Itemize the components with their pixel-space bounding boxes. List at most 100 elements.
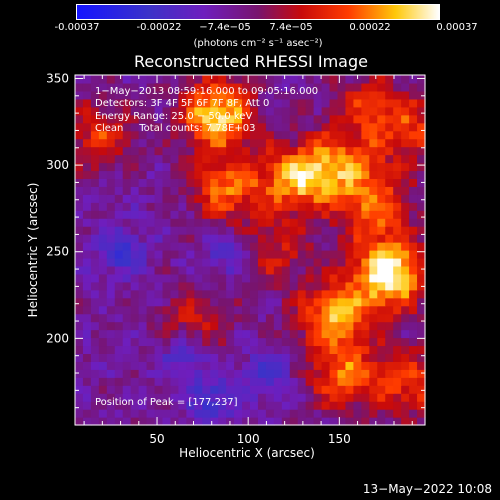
- heatmap-cell: [242, 130, 251, 140]
- heatmap-cell: [377, 417, 386, 426]
- heatmap-cell: [265, 265, 275, 275]
- heatmap-cell: [226, 313, 235, 323]
- heatmap-cell: [114, 210, 124, 219]
- heatmap-cell: [345, 90, 354, 100]
- heatmap-cell: [289, 265, 299, 275]
- heatmap-cell: [194, 98, 203, 108]
- heatmap-cell: [337, 82, 347, 92]
- heatmap-cell: [234, 106, 243, 116]
- heatmap-cell: [75, 265, 84, 275]
- heatmap-cell: [321, 417, 331, 426]
- heatmap-cell: [401, 226, 410, 235]
- heatmap-cell: [226, 289, 235, 299]
- heatmap-cell: [393, 234, 402, 243]
- colorbar-tick-label: -0.00022: [136, 22, 182, 33]
- heatmap-cell: [281, 138, 291, 148]
- heatmap-cell: [297, 297, 307, 307]
- heatmap-cell: [321, 114, 331, 124]
- heatmap-cell: [234, 82, 243, 92]
- heatmap-cell: [321, 154, 331, 164]
- heatmap-cell: [138, 401, 148, 410]
- heatmap-cell: [401, 106, 410, 116]
- heatmap-cell: [250, 130, 259, 140]
- heatmap-cell: [385, 82, 394, 92]
- heatmap-cell: [178, 329, 187, 339]
- heatmap-cell: [361, 377, 370, 386]
- heatmap-cell: [329, 162, 339, 172]
- heatmap-cell: [369, 122, 378, 132]
- heatmap-cell: [385, 329, 394, 339]
- heatmap-cell: [162, 273, 172, 283]
- heatmap-cell: [226, 242, 235, 251]
- heatmap-cell: [329, 257, 339, 267]
- heatmap-cell: [210, 273, 219, 283]
- heatmap-cell: [146, 162, 156, 172]
- heatmap-cell: [369, 289, 378, 299]
- heatmap-cell: [361, 289, 370, 299]
- heatmap-cell: [170, 417, 179, 426]
- heatmap-cell: [313, 75, 323, 84]
- heatmap-cell: [90, 186, 100, 195]
- heatmap-cell: [385, 345, 394, 354]
- heatmap-cell: [305, 146, 315, 156]
- heatmap-cell: [146, 98, 156, 108]
- heatmap-cell: [130, 154, 140, 164]
- heatmap-cell: [409, 114, 418, 124]
- heatmap-cell: [98, 186, 108, 195]
- heatmap-cell: [106, 329, 116, 339]
- heatmap-cell: [250, 281, 259, 291]
- heatmap-cell: [281, 329, 291, 339]
- heatmap-cell: [106, 369, 116, 378]
- heatmap-cell: [106, 401, 116, 410]
- heatmap-cell: [265, 377, 275, 386]
- heatmap-cell: [98, 393, 108, 402]
- heatmap-cell: [393, 82, 402, 92]
- heatmap-cell: [186, 122, 195, 132]
- heatmap-cell: [289, 353, 299, 362]
- heatmap-cell: [345, 385, 354, 394]
- heatmap-cell: [146, 321, 156, 331]
- heatmap-cell: [178, 178, 187, 187]
- heatmap-cell: [75, 250, 84, 259]
- heatmap-cell: [393, 297, 402, 307]
- heatmap-cell: [194, 345, 203, 354]
- heatmap-cell: [75, 210, 84, 219]
- heatmap-cell: [242, 250, 251, 259]
- heatmap-cell: [114, 114, 124, 124]
- heatmap-cell: [329, 385, 339, 394]
- heatmap-cell: [353, 146, 362, 156]
- heatmap-cell: [297, 305, 307, 315]
- heatmap-cell: [114, 234, 124, 243]
- heatmap-cell: [377, 313, 386, 323]
- heatmap-cell: [337, 186, 347, 195]
- heatmap-cell: [281, 234, 291, 243]
- heatmap-cell: [377, 337, 386, 347]
- heatmap-cell: [226, 226, 235, 235]
- heatmap-cell: [265, 226, 275, 235]
- heatmap-cell: [130, 242, 140, 251]
- heatmap-cell: [98, 273, 108, 283]
- heatmap-cell: [242, 337, 251, 347]
- heatmap-cell: [313, 297, 323, 307]
- heatmap-cell: [329, 377, 339, 386]
- heatmap-cell: [417, 369, 426, 378]
- heatmap-cell: [90, 202, 100, 211]
- heatmap-cell: [90, 361, 100, 370]
- heatmap-cell: [170, 377, 179, 386]
- heatmap-cell: [345, 202, 354, 211]
- heatmap-cell: [162, 393, 172, 402]
- heatmap-cell: [377, 178, 386, 187]
- heatmap-cell: [138, 130, 148, 140]
- heatmap-cell: [226, 82, 235, 92]
- heatmap-cell: [90, 297, 100, 307]
- heatmap-cell: [329, 170, 339, 179]
- heatmap-cell: [265, 186, 275, 195]
- heatmap-cell: [170, 194, 179, 203]
- heatmap-cell: [138, 154, 148, 164]
- heatmap-cell: [369, 106, 378, 116]
- heatmap-cell: [409, 146, 418, 156]
- heatmap-cell: [122, 385, 132, 394]
- heatmap-cell: [98, 154, 108, 164]
- heatmap-cell: [146, 90, 156, 100]
